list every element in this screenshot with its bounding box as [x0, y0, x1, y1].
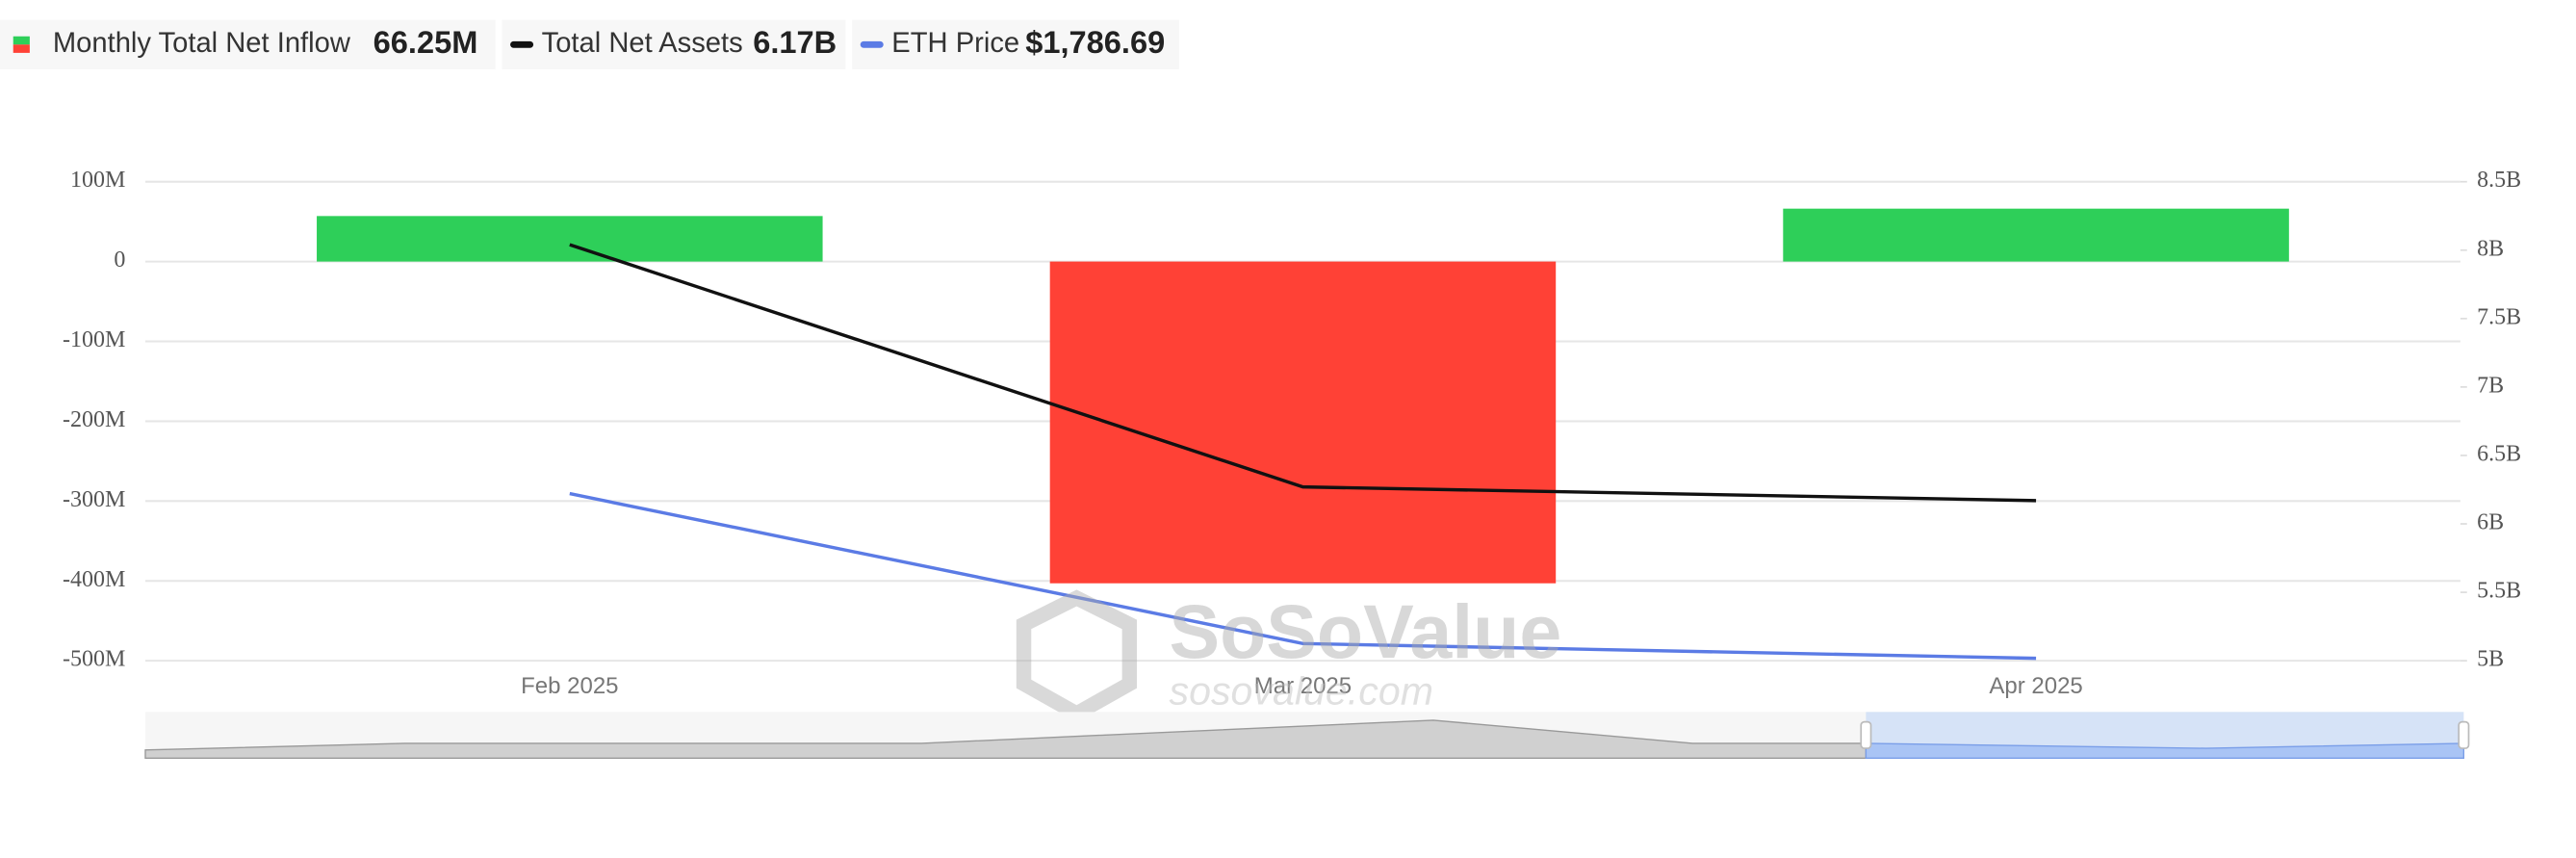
line	[569, 243, 2037, 503]
bar	[317, 216, 823, 262]
y-tick-label: -500M	[63, 647, 125, 672]
legend-label: ETH Price	[891, 28, 1019, 59]
bar	[1783, 208, 2289, 262]
navigator-handle[interactable]	[2458, 720, 2470, 749]
legend-icon	[13, 36, 30, 45]
y2-tick-label: 6B	[2477, 510, 2504, 535]
y2-tick-label: 8.5B	[2477, 168, 2521, 193]
x-tick-label: Feb 2025	[521, 673, 618, 699]
watermark-url: sosovalue.com	[1169, 668, 1433, 713]
x-tick-label: Mar 2025	[1254, 673, 1352, 699]
legend-icon	[13, 44, 30, 53]
navigator-handle[interactable]	[1860, 720, 1872, 749]
legend-value: 6.17B	[753, 24, 837, 60]
y-tick-label: 0	[114, 247, 125, 273]
y2-tick-label: 8B	[2477, 236, 2504, 261]
y2-tick-label: 5B	[2477, 647, 2504, 672]
y2-tick-label: 7B	[2477, 373, 2504, 398]
y2-tick-label: 6.5B	[2477, 441, 2521, 466]
line	[569, 491, 2037, 661]
y-tick-label: -300M	[63, 487, 125, 512]
y2-tick-label: 5.5B	[2477, 579, 2521, 604]
legend-icon	[860, 40, 884, 48]
y-tick-label: 100M	[70, 168, 125, 193]
legend-box[interactable]	[852, 19, 1179, 70]
legend-value: $1,786.69	[1025, 24, 1165, 60]
y2-tick-label: 7.5B	[2477, 304, 2521, 329]
bar	[1049, 261, 1557, 584]
watermark: SoSoValue sosovalue.com	[1016, 589, 1561, 722]
y-tick-label: -200M	[63, 407, 125, 432]
legend-label: Total Net Assets	[542, 28, 743, 59]
y-tick-label: -100M	[63, 327, 125, 352]
x-tick-label: Apr 2025	[1989, 673, 2082, 699]
legend-icon	[510, 40, 534, 48]
legend-box[interactable]	[0, 19, 496, 70]
y-tick-label: -400M	[63, 567, 125, 592]
legend-value: 66.25M	[374, 24, 478, 60]
legend-label: Monthly Total Net Inflow	[53, 28, 351, 59]
watermark-text: SoSoValue	[1169, 589, 1561, 674]
legend-box[interactable]	[502, 19, 846, 70]
